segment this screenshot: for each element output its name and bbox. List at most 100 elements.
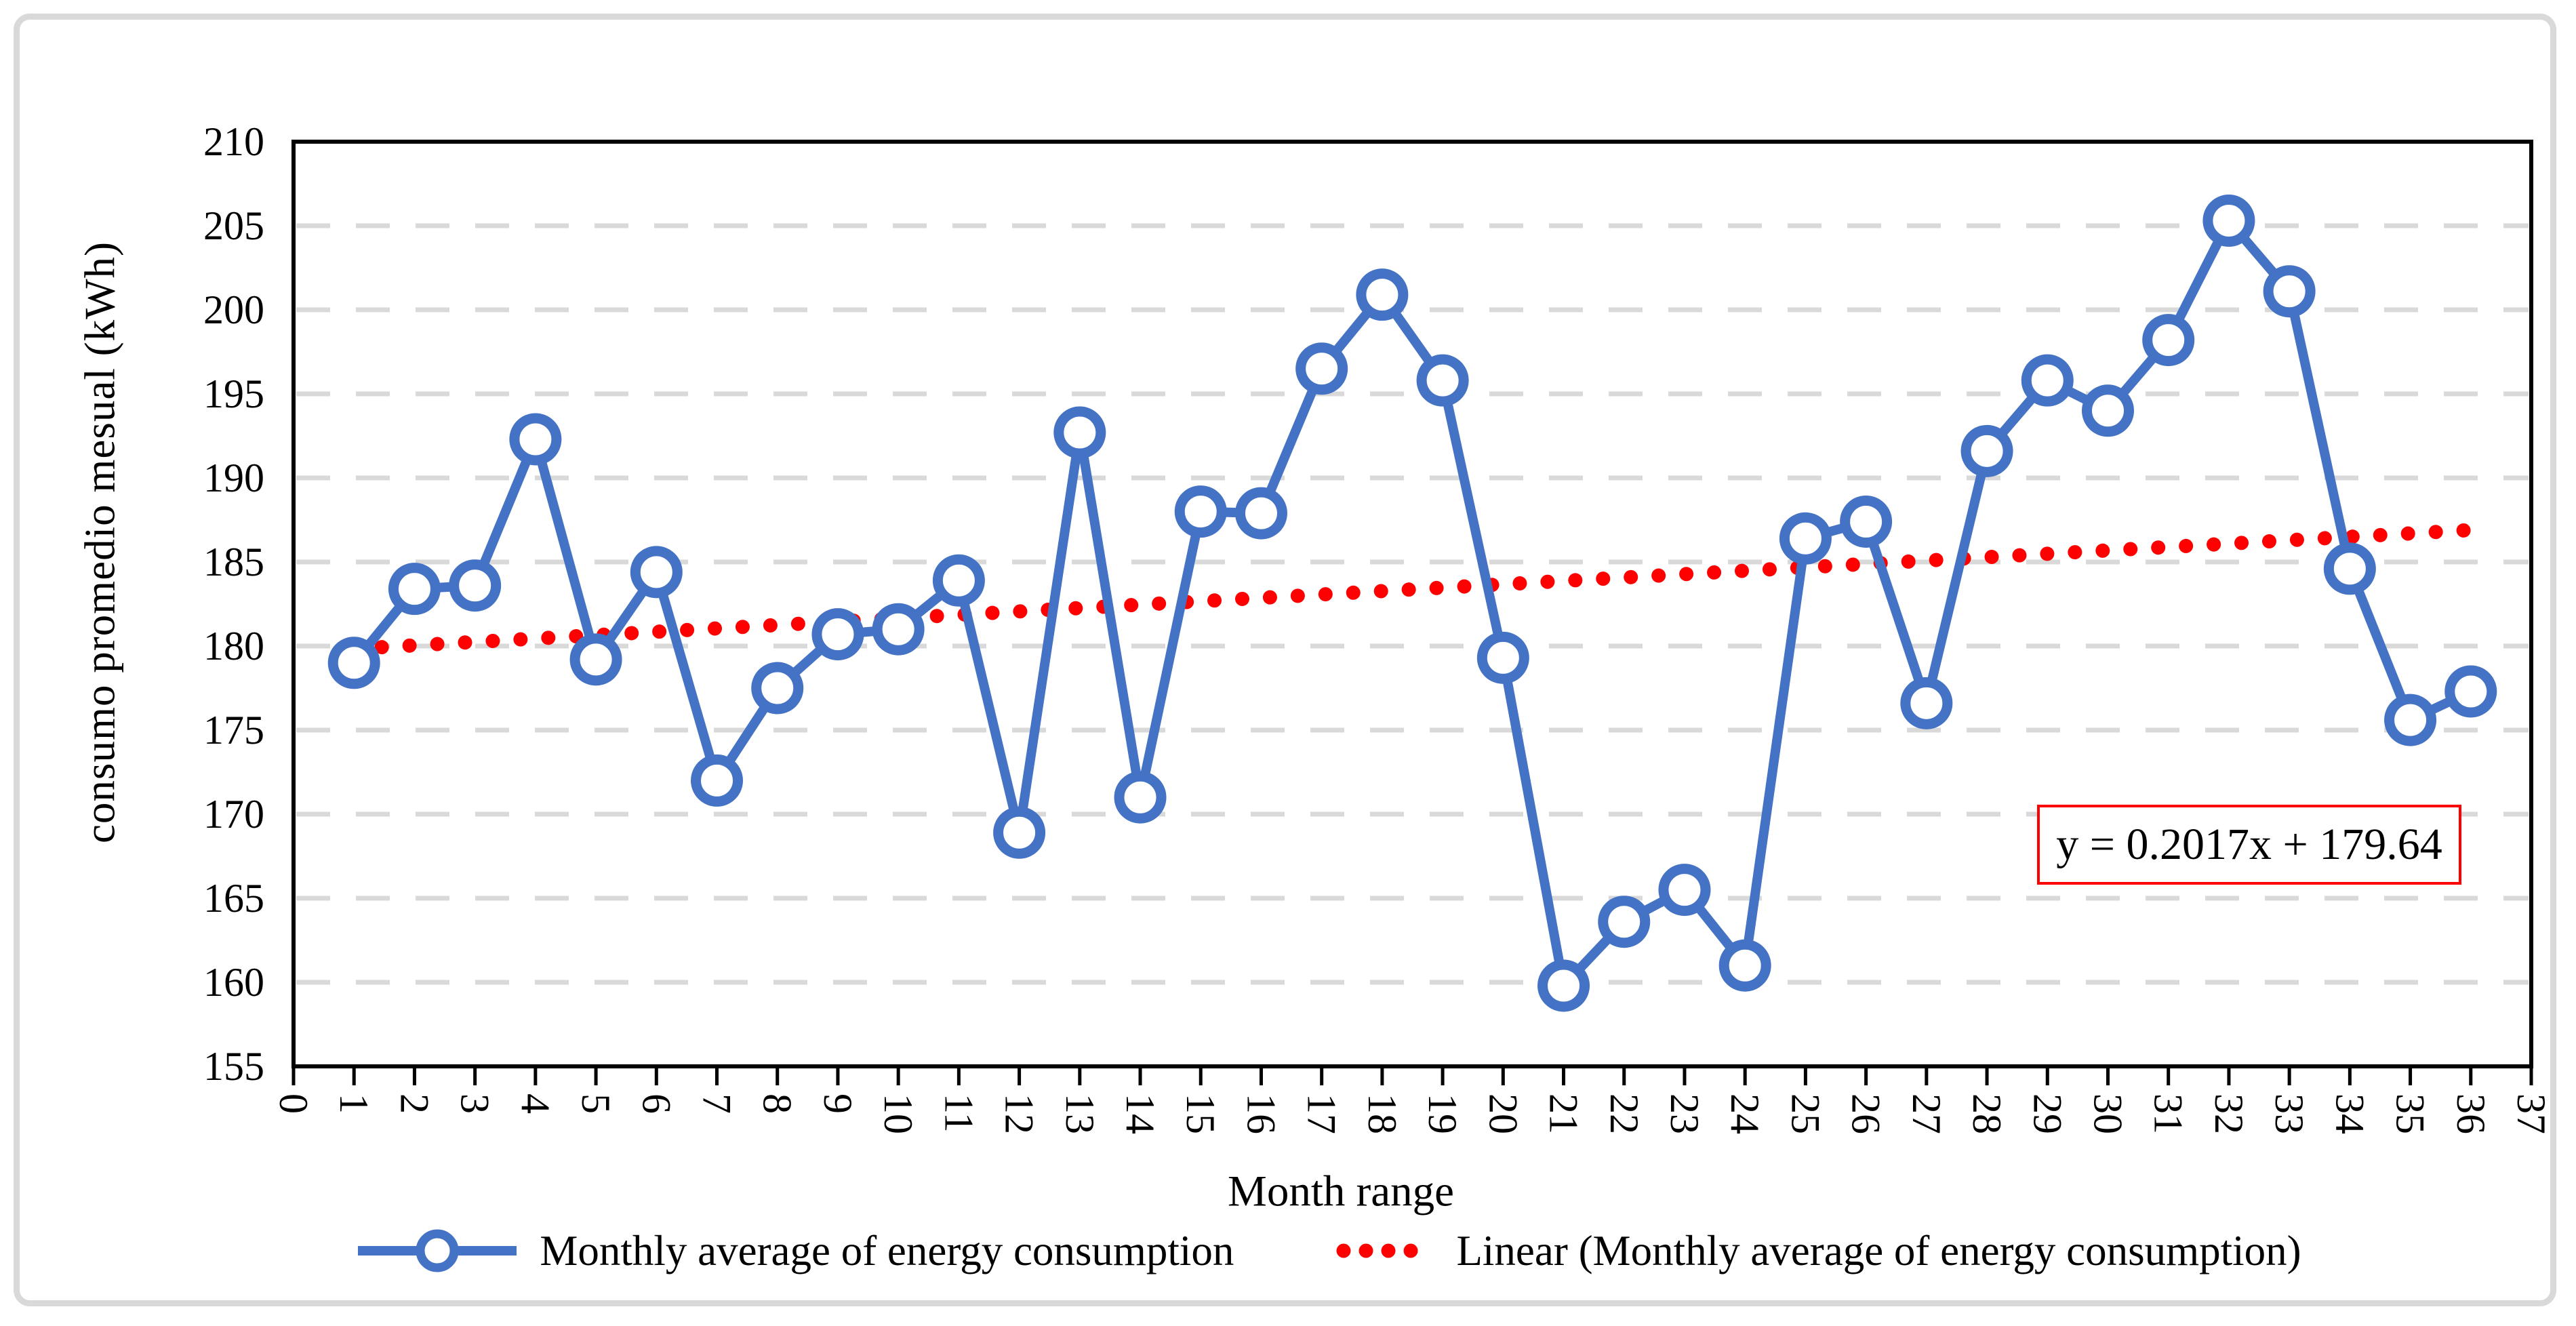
- legend-item-trendline: Linear (Monthly average of energy consum…: [1335, 1222, 2301, 1279]
- x-tick-label: 24: [1723, 1093, 1767, 1134]
- x-tick-label: 9: [816, 1093, 860, 1114]
- x-tick-label: 27: [1904, 1093, 1949, 1134]
- data-point-marker: [1960, 424, 2013, 477]
- y-tick-label: 165: [203, 876, 264, 921]
- x-tick-label: 6: [634, 1093, 679, 1114]
- data-point-marker: [1053, 406, 1106, 459]
- data-point-marker: [1476, 631, 1529, 684]
- data-point-marker: [1537, 959, 1590, 1012]
- x-tick-label: 31: [2146, 1093, 2191, 1134]
- data-point-marker: [691, 754, 744, 807]
- x-tick-label: 35: [2388, 1093, 2433, 1134]
- data-point-marker: [630, 546, 683, 599]
- legend-trendline-label: Linear (Monthly average of energy consum…: [1456, 1226, 2301, 1274]
- y-tick-label: 190: [203, 456, 264, 500]
- x-tick-label: 17: [1300, 1093, 1344, 1134]
- x-tick-label: 10: [876, 1093, 921, 1134]
- x-tick-label: 12: [997, 1093, 1042, 1134]
- data-point-marker: [449, 559, 502, 612]
- x-tick-label: 15: [1178, 1093, 1223, 1134]
- plot-frame: [291, 140, 2533, 1068]
- x-tick-label: 14: [1118, 1093, 1163, 1134]
- data-point-marker: [1718, 939, 1771, 992]
- data-point-marker: [1598, 896, 1651, 948]
- data-point-marker: [751, 662, 804, 715]
- trendline-equation-box: y = 0.2017x + 179.64: [2037, 805, 2461, 885]
- y-tick-label: 195: [203, 371, 264, 416]
- y-tick-label: 180: [203, 624, 264, 668]
- x-tick-label: 3: [453, 1093, 498, 1114]
- trendline-equation-text: y = 0.2017x + 179.64: [2056, 820, 2442, 869]
- x-tick-label: 0: [271, 1093, 316, 1114]
- data-point-marker: [1295, 342, 1348, 395]
- data-point-marker: [509, 413, 562, 466]
- data-point-marker: [993, 806, 1046, 859]
- data-point-marker: [388, 563, 441, 616]
- data-point-marker: [872, 603, 925, 656]
- data-point-marker: [1114, 771, 1167, 824]
- figure-frame: [14, 14, 2556, 1306]
- y-tick-label: 210: [203, 119, 264, 164]
- x-tick-label: 37: [2509, 1093, 2554, 1134]
- data-point-marker: [327, 637, 380, 689]
- data-point-marker: [1416, 354, 1469, 407]
- y-tick-label: 185: [203, 540, 264, 584]
- data-point-marker: [1779, 512, 1832, 565]
- data-point-marker: [2081, 384, 2134, 437]
- x-tick-label: 34: [2327, 1093, 2372, 1134]
- series-line-marker-icon: [358, 1229, 517, 1272]
- y-tick-label: 155: [203, 1044, 264, 1089]
- legend-series-label: Monthly average of energy consumption: [540, 1226, 1234, 1274]
- y-tick-label: 205: [203, 203, 264, 248]
- x-tick-label: 33: [2267, 1093, 2312, 1134]
- data-point-marker: [1900, 677, 1953, 729]
- data-point-marker: [932, 554, 985, 607]
- x-tick-label: 23: [1662, 1093, 1707, 1134]
- series-markers: [327, 195, 2497, 1012]
- y-axis-tick-labels: 155 160 165 170 175 180 185 190 195 200 205 210: [203, 119, 264, 1089]
- x-tick-label: 1: [331, 1093, 376, 1114]
- y-tick-label: 175: [203, 708, 264, 752]
- y-axis-title: consumo promedio mesual (kWh): [76, 241, 124, 844]
- trendline-dotted-icon: [1336, 1243, 1439, 1258]
- data-point-marker: [2323, 542, 2376, 595]
- data-point-marker: [2444, 665, 2497, 718]
- data-point-marker: [2384, 694, 2437, 746]
- x-tick-label: 7: [695, 1093, 740, 1114]
- chart-legend: Monthly average of energy consumption Li…: [0, 1217, 2576, 1285]
- x-tick-label: 28: [1965, 1093, 2009, 1134]
- data-point-marker: [1840, 495, 1893, 548]
- y-tick-label: 200: [203, 287, 264, 332]
- x-tick-label: 18: [1360, 1093, 1405, 1134]
- x-tick-label: 16: [1239, 1093, 1283, 1134]
- x-axis-title: Month range: [1228, 1167, 1454, 1216]
- x-tick-label: 8: [755, 1093, 800, 1114]
- x-tick-label: 5: [573, 1093, 618, 1114]
- x-tick-label: 32: [2207, 1093, 2251, 1134]
- x-axis-tick-labels: 0 1 2 3 4 5 6 7 8 9 10 11 12 13 14 15 16 17 18 19 20 21 22 23 24…: [271, 1093, 2554, 1134]
- y-tick-label: 170: [203, 792, 264, 837]
- x-tick-label: 25: [1783, 1093, 1828, 1134]
- data-point-marker: [2021, 354, 2074, 407]
- x-tick-label: 2: [392, 1093, 437, 1114]
- data-point-marker: [1356, 268, 1409, 321]
- data-point-marker: [2202, 195, 2255, 247]
- x-tick-label: 11: [936, 1093, 981, 1133]
- y-tick-label: 160: [203, 960, 264, 1005]
- data-point-marker: [1234, 487, 1287, 540]
- x-tick-label: 13: [1058, 1093, 1102, 1134]
- data-point-marker: [569, 633, 622, 686]
- data-point-marker: [1658, 864, 1711, 917]
- x-tick-label: 20: [1481, 1093, 1525, 1134]
- x-tick-label: 22: [1602, 1093, 1647, 1134]
- data-point-marker: [2142, 314, 2195, 367]
- legend-item-series: Monthly average of energy consumption: [353, 1222, 1234, 1279]
- data-point-marker: [1174, 485, 1227, 538]
- x-tick-label: 4: [513, 1093, 558, 1114]
- data-point-marker: [811, 608, 864, 661]
- data-point-marker: [2263, 265, 2316, 318]
- x-tick-label: 29: [2025, 1093, 2070, 1134]
- x-tick-label: 26: [1844, 1093, 1889, 1134]
- x-tick-label: 19: [1420, 1093, 1465, 1134]
- x-tick-label: 36: [2449, 1093, 2493, 1134]
